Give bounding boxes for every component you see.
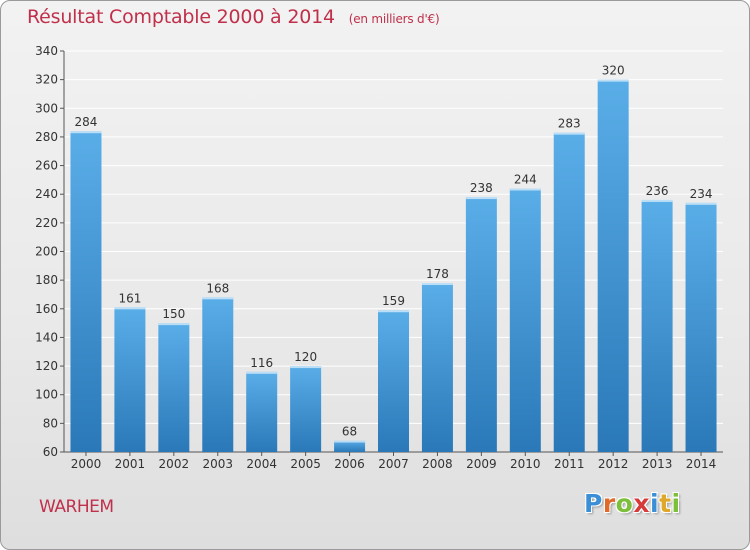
- logo-letter: o: [615, 489, 634, 518]
- bar-highlight: [114, 307, 146, 310]
- data-label: 68: [342, 425, 357, 439]
- place-name: WARHEM: [39, 497, 114, 517]
- bar-highlight: [421, 283, 453, 286]
- data-label: 150: [162, 307, 185, 321]
- y-tick-label: 320: [35, 73, 58, 87]
- bar: [597, 79, 629, 453]
- bar-highlight: [246, 371, 278, 374]
- x-tick-label: 2013: [642, 457, 673, 471]
- bar-highlight: [70, 131, 102, 134]
- data-label: 168: [206, 281, 229, 295]
- logo-letter: r: [602, 489, 616, 518]
- bar: [685, 202, 717, 452]
- data-label: 161: [118, 291, 141, 305]
- data-label: 244: [514, 172, 537, 186]
- bar-highlight: [290, 366, 322, 369]
- bar: [465, 197, 497, 452]
- bar-highlight: [465, 197, 497, 200]
- bar-highlight: [378, 310, 409, 313]
- data-label: 120: [294, 350, 317, 364]
- logo-letter: t: [659, 489, 672, 518]
- data-label: 116: [250, 356, 273, 370]
- x-tick-label: 2011: [554, 457, 585, 471]
- y-tick-label: 340: [35, 44, 58, 58]
- bar: [70, 131, 102, 452]
- bar-highlight: [202, 297, 234, 300]
- data-label: 234: [690, 187, 713, 201]
- y-tick-label: 220: [35, 216, 58, 230]
- x-tick-label: 2001: [115, 457, 146, 471]
- title-text: Résultat Comptable 2000 à 2014: [27, 6, 335, 28]
- x-tick-label: 2006: [334, 457, 365, 471]
- data-label: 236: [646, 184, 669, 198]
- bar: [553, 132, 585, 452]
- logo-letter: i: [650, 489, 660, 518]
- logo-letter: x: [633, 489, 650, 518]
- unit-note: (en milliers d'€): [348, 12, 440, 26]
- x-tick-label: 2000: [71, 457, 102, 471]
- data-label: 320: [602, 64, 625, 78]
- data-label: 238: [470, 181, 493, 195]
- bar: [509, 188, 541, 452]
- y-tick-label: 240: [35, 187, 58, 201]
- x-tick-label: 2010: [510, 457, 541, 471]
- y-tick-label: 280: [35, 130, 58, 144]
- y-tick-label: 120: [35, 359, 58, 373]
- bar: [202, 297, 234, 452]
- y-tick-label: 300: [35, 101, 58, 115]
- bar: [334, 440, 366, 452]
- bar-highlight: [685, 202, 717, 205]
- x-tick-label: 2008: [422, 457, 453, 471]
- x-tick-label: 2002: [159, 457, 190, 471]
- bar-highlight: [509, 188, 541, 191]
- logo-letter: P: [584, 489, 603, 518]
- data-label: 284: [75, 115, 98, 129]
- chart-title: Résultat Comptable 2000 à 2014 (en milli…: [27, 6, 440, 28]
- x-tick-label: 2007: [378, 457, 409, 471]
- bar: [421, 283, 453, 452]
- bar-highlight: [553, 132, 585, 135]
- bar-highlight: [597, 79, 629, 82]
- y-tick-label: 60: [43, 445, 58, 459]
- y-tick-label: 260: [35, 159, 58, 173]
- x-tick-label: 2009: [466, 457, 497, 471]
- bar: [246, 371, 278, 452]
- logo-letter: i: [671, 489, 681, 518]
- bar: [378, 310, 409, 452]
- data-label: 159: [382, 294, 405, 308]
- data-label: 283: [558, 117, 581, 131]
- y-tick-label: 200: [35, 245, 58, 259]
- x-tick-label: 2014: [686, 457, 717, 471]
- x-tick-label: 2012: [598, 457, 629, 471]
- y-tick-label: 180: [35, 273, 58, 287]
- bar: [114, 307, 146, 452]
- bar-highlight: [334, 440, 366, 443]
- x-tick-label: 2004: [246, 457, 277, 471]
- y-tick-label: 80: [43, 416, 58, 430]
- y-tick-label: 160: [35, 302, 58, 316]
- bar: [641, 199, 673, 452]
- data-label: 178: [426, 267, 449, 281]
- y-tick-label: 140: [35, 330, 58, 344]
- proxiti-logo: Proxiti: [584, 489, 681, 518]
- x-tick-label: 2005: [290, 457, 321, 471]
- y-tick-label: 100: [35, 388, 58, 402]
- bar: [290, 366, 322, 452]
- bar: [158, 323, 190, 452]
- x-tick-label: 2003: [202, 457, 233, 471]
- bar-highlight: [158, 323, 190, 326]
- bar-highlight: [641, 199, 673, 202]
